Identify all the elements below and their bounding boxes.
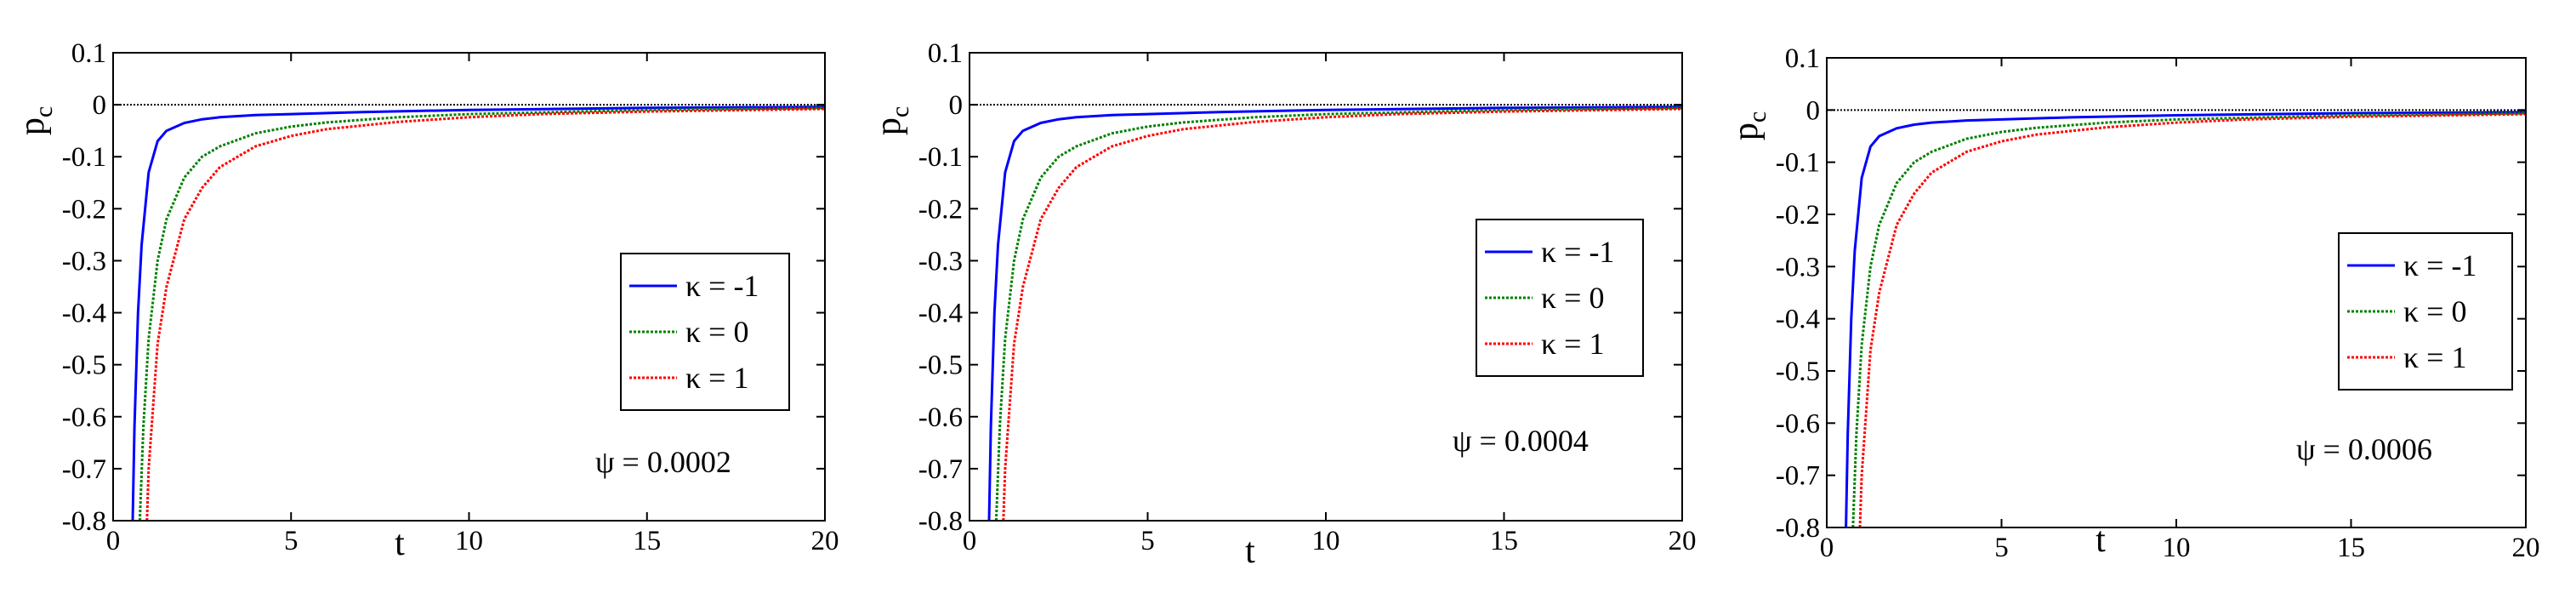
y-tick-label: -0.2	[1776, 200, 1820, 231]
y-tick-label: 0.1	[71, 38, 106, 69]
legend-label-2: κ = 0	[685, 315, 748, 349]
legend: κ = -1 κ = 0 κ = 1	[2338, 232, 2513, 391]
legend-label-3: κ = 1	[1541, 327, 1604, 361]
series-line-2	[1851, 111, 2526, 527]
y-tick-label: 0	[1806, 95, 1821, 126]
x-tick-label: 15	[2337, 533, 2365, 563]
y-tick-label: -0.4	[918, 299, 963, 329]
x-tick-label: 5	[1140, 526, 1155, 556]
y-tick-label: -0.7	[918, 454, 963, 485]
psi-annotation: ψ = 0.0002	[595, 445, 731, 479]
series-line-1	[987, 105, 1682, 521]
y-tick-label: -0.6	[1776, 408, 1820, 439]
psi-annotation: ψ = 0.0006	[2296, 432, 2432, 466]
y-tick-label: -0.4	[62, 299, 106, 329]
y-tick-label: -0.1	[918, 142, 963, 173]
series-line-1	[1845, 111, 2526, 527]
legend: κ = -1 κ = 0 κ = 1	[1476, 219, 1644, 377]
y-tick-label: 0.1	[928, 38, 963, 69]
series-line-1	[131, 105, 825, 521]
chart-panel-1: 0 5 10 15 20 0.1 0 -0.1 -0.2 -0.3 -0.4 -0.5 -0.6 -0.7…	[13, 38, 839, 563]
series-line-2	[994, 106, 1682, 521]
y-tick-label: -0.6	[918, 402, 963, 433]
x-tick-label: 20	[1669, 526, 1697, 556]
y-tick-label: -0.7	[62, 454, 106, 485]
y-tick-label: -0.2	[62, 194, 106, 225]
y-tick-label: -0.5	[918, 351, 963, 381]
x-tick-label: 15	[633, 526, 661, 556]
y-tick-label: -0.8	[918, 506, 963, 537]
psi-annotation: ψ = 0.0004	[1453, 424, 1589, 458]
series-line-3	[1002, 107, 1682, 521]
y-axis-label: pc	[13, 106, 58, 135]
y-axis-label: pc	[869, 106, 914, 135]
y-tick-label: 0.1	[1785, 43, 1820, 74]
x-tick-label: 0	[963, 526, 977, 556]
legend-label-1: κ = -1	[2403, 248, 2476, 282]
legend: κ = -1 κ = 0 κ = 1	[620, 253, 790, 411]
x-axis-label: t	[1245, 532, 1255, 571]
x-tick-label: 0	[106, 526, 121, 556]
legend-label-2: κ = 0	[2403, 294, 2466, 328]
series-line-3	[145, 107, 825, 521]
x-tick-label: 10	[455, 526, 483, 556]
y-tick-label: -0.5	[1776, 356, 1820, 387]
x-axis-label: t	[395, 524, 405, 563]
y-tick-label: -0.3	[62, 246, 106, 277]
series-line-3	[1858, 112, 2526, 527]
x-tick-label: 20	[811, 526, 839, 556]
legend-label-1: κ = -1	[1541, 235, 1614, 269]
y-tick-label: -0.1	[1776, 148, 1820, 179]
x-axis-label: t	[2095, 521, 2106, 560]
y-tick-label: -0.2	[918, 194, 963, 225]
y-tick-label: 0	[93, 90, 107, 121]
legend-box	[2338, 232, 2513, 391]
x-tick-label: 5	[284, 526, 299, 556]
y-tick-label: -0.3	[918, 246, 963, 277]
y-tick-label: -0.7	[1776, 461, 1820, 492]
y-tick-label: -0.8	[62, 506, 106, 537]
y-tick-label: -0.8	[1776, 513, 1820, 544]
x-tick-label: 15	[1490, 526, 1518, 556]
chart-panel-2: 0 5 10 15 20 0.1 0 -0.1 -0.2 -0.3 -0.4 -0.5 -0.6 -0.7…	[869, 38, 1697, 571]
y-tick-label: -0.1	[62, 142, 106, 173]
x-tick-label: 0	[1820, 533, 1834, 563]
chart-panel-3: 0 5 10 15 20 0.1 0 -0.1 -0.2 -0.3 -0.4 -0.5 -0.6 -0.7…	[1726, 43, 2540, 563]
x-tick-label: 20	[2512, 533, 2540, 563]
x-tick-label: 10	[1312, 526, 1340, 556]
y-tick-label: 0	[949, 90, 964, 121]
series-line-2	[138, 106, 825, 521]
legend-label-3: κ = 1	[685, 361, 748, 395]
x-tick-label: 10	[2163, 533, 2191, 563]
y-tick-label: -0.4	[1776, 305, 1820, 335]
x-tick-label: 5	[1994, 533, 2009, 563]
y-tick-label: -0.5	[62, 351, 106, 381]
legend-label-3: κ = 1	[2403, 340, 2466, 374]
y-axis-label: pc	[1726, 111, 1771, 140]
y-tick-label: -0.6	[62, 402, 106, 433]
legend-label-1: κ = -1	[685, 269, 759, 303]
legend-label-2: κ = 0	[1541, 281, 1604, 315]
y-tick-label: -0.3	[1776, 252, 1820, 282]
